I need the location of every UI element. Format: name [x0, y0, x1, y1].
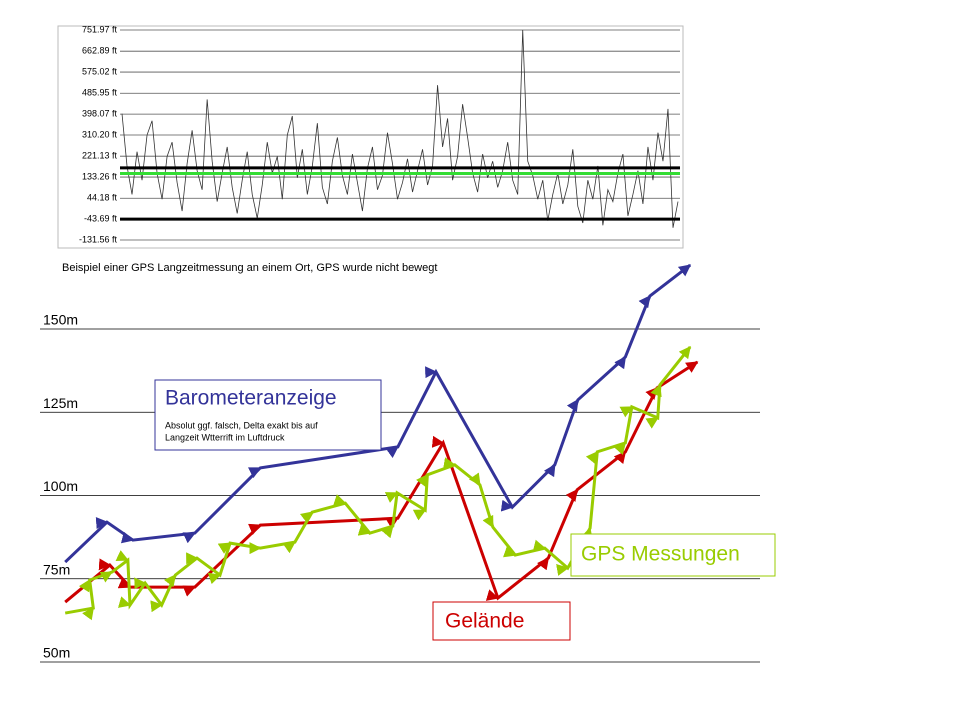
legend-box	[570, 533, 776, 577]
legend-label: Gelände	[445, 610, 524, 633]
y-tick-label: 310.20 ft	[82, 129, 118, 139]
y-tick-label: 398.07 ft	[82, 108, 118, 118]
y-tick-label: 575.02 ft	[82, 66, 118, 76]
y-tick-label: 44.18 ft	[87, 193, 118, 203]
y-tick-label: 50m	[43, 645, 70, 661]
y-tick-label: 125m	[43, 395, 78, 411]
y-tick-label: 100m	[43, 478, 78, 494]
legend-label: Barometeranzeige	[165, 387, 337, 410]
y-tick-label: 133.26 ft	[82, 171, 118, 181]
y-tick-label: -131.56 ft	[79, 234, 118, 244]
y-tick-label: 662.89 ft	[82, 46, 118, 56]
y-tick-label: 221.13 ft	[82, 151, 118, 161]
annotation: Absolut ggf. falsch, Delta exakt bis auf	[165, 420, 318, 430]
legend-box	[432, 601, 571, 641]
annotation: Langzeit Wtterrift im Luftdruck	[165, 432, 285, 442]
legend-box	[154, 379, 382, 451]
y-tick-label: 150m	[43, 312, 78, 328]
y-tick-label: 485.95 ft	[82, 88, 118, 98]
top-chart-frame	[57, 25, 684, 249]
series-line	[121, 29, 679, 228]
y-tick-label: -43.69 ft	[84, 213, 118, 223]
y-tick-label: 75m	[43, 561, 70, 577]
legend-label: GPS Messungen	[581, 543, 740, 566]
caption: Beispiel einer GPS Langzeitmessung an ei…	[62, 262, 437, 274]
y-tick-label: 751.97 ft	[82, 24, 118, 34]
series-line	[64, 346, 692, 621]
